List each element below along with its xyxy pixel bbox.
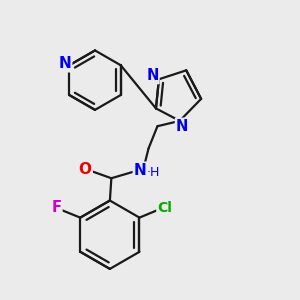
- Text: F: F: [52, 200, 61, 215]
- Text: N: N: [176, 119, 188, 134]
- Text: O: O: [79, 162, 92, 177]
- Text: N: N: [58, 56, 71, 71]
- Text: N: N: [134, 163, 147, 178]
- Text: Cl: Cl: [157, 201, 172, 215]
- Text: ·H: ·H: [146, 166, 160, 179]
- Text: N: N: [146, 68, 159, 83]
